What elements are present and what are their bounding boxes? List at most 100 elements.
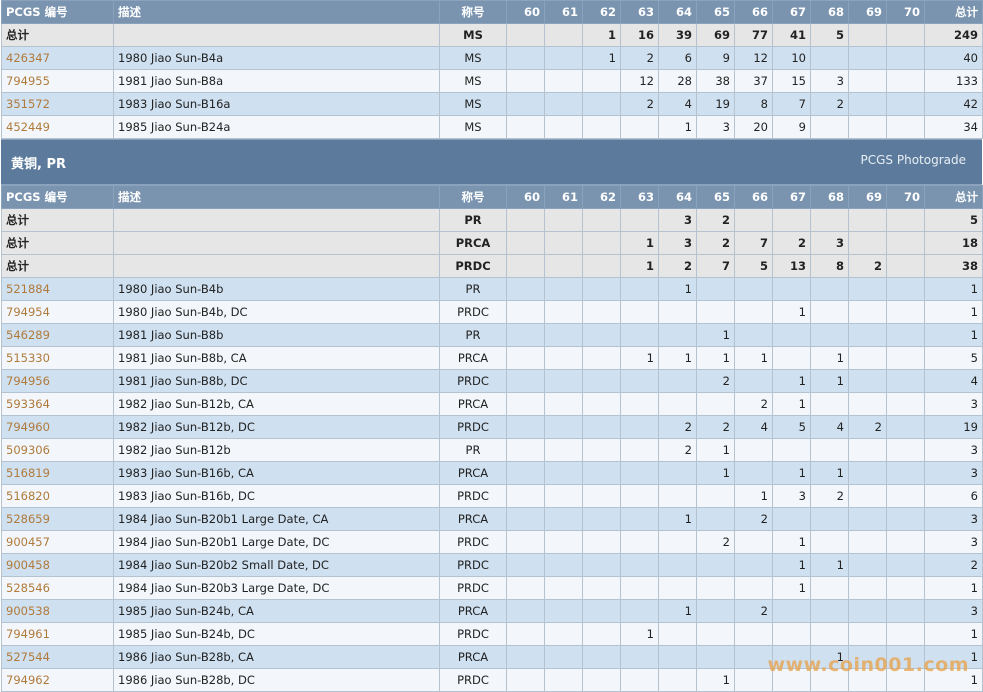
description-cell: 1983 Jiao Sun-B16b, CA — [113, 461, 440, 485]
grade-count — [810, 392, 849, 416]
pcgs-number-link[interactable]: 900538 — [1, 599, 114, 623]
table-row[interactable]: 515330 1981 Jiao Sun-B8b, CA PRCA 1 1 1 1 1 5 — [1, 346, 983, 370]
grade-count — [620, 461, 659, 485]
pcgs-number-link[interactable]: 593364 — [1, 392, 114, 416]
pcgs-number-link[interactable]: 794961 — [1, 622, 114, 646]
table-row[interactable]: 528546 1984 Jiao Sun-B20b3 Large Date, DC… — [1, 576, 983, 600]
grade-count — [544, 92, 583, 116]
table-row[interactable]: 452449 1985 Jiao Sun-B24a MS 1 3 20 9 34 — [1, 115, 983, 139]
table-row[interactable]: 546289 1981 Jiao Sun-B8b PR 1 1 — [1, 323, 983, 347]
table-row[interactable]: 528659 1984 Jiao Sun-B20b1 Large Date, CA… — [1, 507, 983, 531]
pcgs-number-link[interactable]: 794954 — [1, 300, 114, 324]
column-header: 62 — [582, 0, 621, 24]
pcgs-number-link[interactable]: 794955 — [1, 69, 114, 93]
grade-count — [848, 23, 887, 47]
grade-count — [658, 668, 697, 692]
pcgs-number-link[interactable]: 509306 — [1, 438, 114, 462]
table-row[interactable]: 900458 1984 Jiao Sun-B20b2 Small Date, DC… — [1, 553, 983, 577]
column-header: 68 — [810, 185, 849, 209]
pcgs-number-link[interactable]: 546289 — [1, 323, 114, 347]
grade-count — [848, 668, 887, 692]
table-row[interactable]: 516820 1983 Jiao Sun-B16b, DC PRDC 1 3 2 6 — [1, 484, 983, 508]
grade-count — [848, 369, 887, 393]
grade-count — [696, 277, 735, 301]
pcgs-number-link[interactable]: 516820 — [1, 484, 114, 508]
pcgs-number-link[interactable]: 900458 — [1, 553, 114, 577]
pcgs-number-link[interactable]: 794960 — [1, 415, 114, 439]
grade-count — [848, 346, 887, 370]
column-header: 68 — [810, 0, 849, 24]
row-total: 1 — [924, 300, 983, 324]
grade-count: 3 — [696, 115, 735, 139]
table-row[interactable]: 527544 1986 Jiao Sun-B28b, CA PRCA 1 1 — [1, 645, 983, 669]
designation-cell: MS — [439, 69, 507, 93]
table-row[interactable]: 794954 1980 Jiao Sun-B4b, DC PRDC 1 1 — [1, 300, 983, 324]
table-row[interactable]: 516819 1983 Jiao Sun-B16b, CA PRCA 1 1 1 3 — [1, 461, 983, 485]
pcgs-number-link[interactable]: 516819 — [1, 461, 114, 485]
column-header: 66 — [734, 0, 773, 24]
grade-count — [772, 599, 811, 623]
pcgs-number-link[interactable]: 528546 — [1, 576, 114, 600]
table-row[interactable]: 900538 1985 Jiao Sun-B24b, CA PRCA 1 2 3 — [1, 599, 983, 623]
description-cell: 1981 Jiao Sun-B8b, DC — [113, 369, 440, 393]
grade-count — [658, 461, 697, 485]
grade-count — [848, 507, 887, 531]
table-row[interactable]: 794956 1981 Jiao Sun-B8b, DC PRDC 2 1 1 4 — [1, 369, 983, 393]
row-total: 1 — [924, 323, 983, 347]
table-row[interactable]: 521884 1980 Jiao Sun-B4b PR 1 1 — [1, 277, 983, 301]
table-row[interactable]: 593364 1982 Jiao Sun-B12b, CA PRCA 2 1 3 — [1, 392, 983, 416]
grade-count: 2 — [696, 369, 735, 393]
grade-count — [620, 392, 659, 416]
grade-count — [810, 115, 849, 139]
grade-count: 3 — [810, 231, 849, 255]
grade-count — [582, 507, 621, 531]
grade-count — [544, 115, 583, 139]
photograde-link[interactable]: PCGS Photograde — [860, 153, 966, 167]
designation-cell: PRDC — [439, 530, 507, 554]
column-header: 66 — [734, 185, 773, 209]
column-header: 64 — [658, 0, 697, 24]
grade-count — [620, 208, 659, 232]
table-row[interactable]: 509306 1982 Jiao Sun-B12b PR 2 1 3 — [1, 438, 983, 462]
grade-count — [886, 208, 925, 232]
pcgs-number-link[interactable]: 426347 — [1, 46, 114, 70]
watermark: www.coin001.com — [767, 654, 969, 676]
designation-cell: PRDC — [439, 415, 507, 439]
grade-count — [582, 645, 621, 669]
designation-cell: PRCA — [439, 599, 507, 623]
pcgs-number-link[interactable]: 521884 — [1, 277, 114, 301]
pcgs-number-link[interactable]: 528659 — [1, 507, 114, 531]
designation-cell: MS — [439, 23, 507, 47]
grade-count — [506, 277, 545, 301]
grade-count: 1 — [810, 346, 849, 370]
pcgs-number-link[interactable]: 900457 — [1, 530, 114, 554]
grade-count: 2 — [658, 254, 697, 278]
grade-count — [734, 668, 773, 692]
table-row[interactable]: 426347 1980 Jiao Sun-B4a MS 1 2 6 9 12 10 40 — [1, 46, 983, 70]
grade-count: 5 — [772, 415, 811, 439]
grade-count — [506, 622, 545, 646]
table-row[interactable]: 351572 1983 Jiao Sun-B16a MS 2 4 19 8 7 2 42 — [1, 92, 983, 116]
description-cell: 1986 Jiao Sun-B28b, DC — [113, 668, 440, 692]
column-header: 61 — [544, 185, 583, 209]
grade-count — [696, 645, 735, 669]
grade-count: 4 — [734, 415, 773, 439]
grade-count: 77 — [734, 23, 773, 47]
pcgs-number-link[interactable]: 794962 — [1, 668, 114, 692]
pcgs-number-link[interactable]: 515330 — [1, 346, 114, 370]
grade-count — [848, 46, 887, 70]
grade-count — [848, 530, 887, 554]
designation-cell: PRCA — [439, 461, 507, 485]
pcgs-number-link[interactable]: 452449 — [1, 115, 114, 139]
table-row[interactable]: 900457 1984 Jiao Sun-B20b1 Large Date, DC… — [1, 530, 983, 554]
pcgs-number-link[interactable]: 527544 — [1, 645, 114, 669]
total-label: 总计 — [1, 23, 114, 47]
table-row[interactable]: 794955 1981 Jiao Sun-B8a MS 12 28 38 37 15 3 133 — [1, 69, 983, 93]
pcgs-number-link[interactable]: 794956 — [1, 369, 114, 393]
pcgs-number-link[interactable]: 351572 — [1, 92, 114, 116]
table-row[interactable]: 794962 1986 Jiao Sun-B28b, DC PRDC 1 1 — [1, 668, 983, 692]
grade-count: 8 — [810, 254, 849, 278]
table-row[interactable]: 794961 1985 Jiao Sun-B24b, DC PRDC 1 1 — [1, 622, 983, 646]
grade-count — [582, 208, 621, 232]
table-row[interactable]: 794960 1982 Jiao Sun-B12b, DC PRDC 2 2 4 5 4 2 19 — [1, 415, 983, 439]
